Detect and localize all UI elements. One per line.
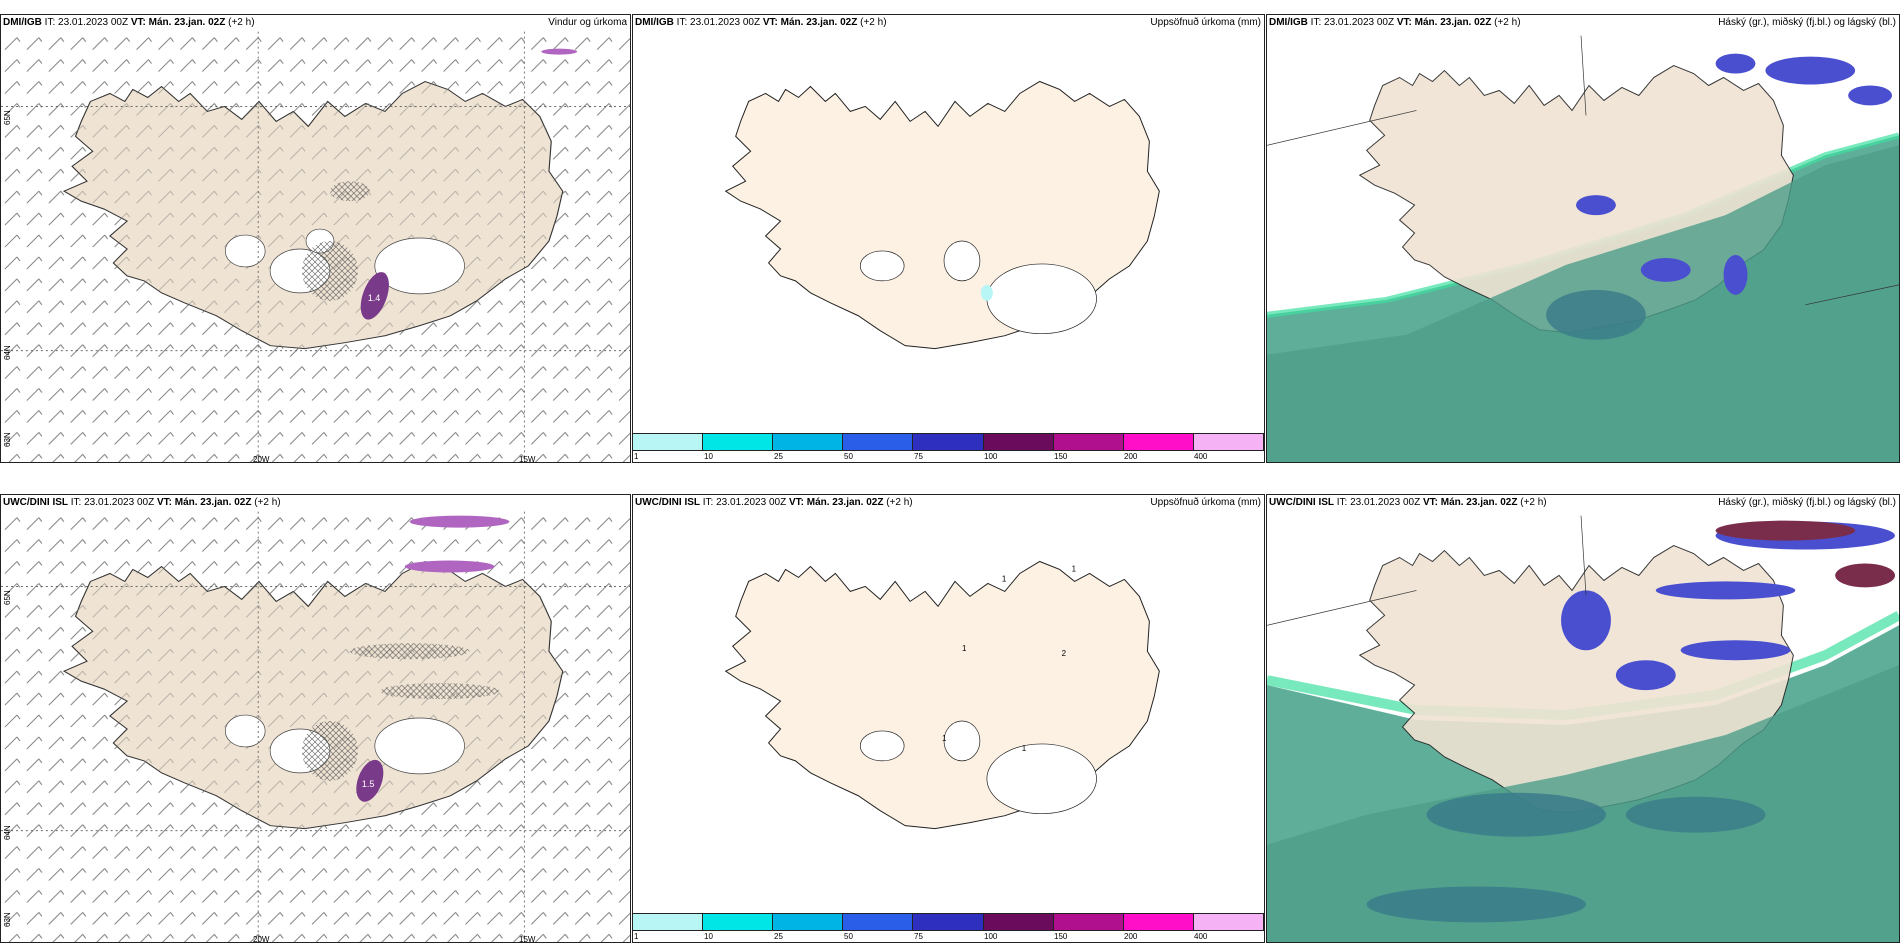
- valid-time: Mán. 23.jan. 02Z: [1440, 497, 1518, 508]
- colorbar-tick: 100: [984, 452, 998, 461]
- model-name: UWC/DINI ISL: [635, 497, 700, 508]
- colorbar-tick: 75: [914, 452, 923, 461]
- lat-label-65n: 65N: [3, 590, 12, 605]
- valid-time: Mán. 23.jan. 02Z: [174, 497, 252, 508]
- panel-uwc-accum-precip: UWC/DINI ISL IT: 23.01.2023 00Z VT: Mán.…: [632, 494, 1265, 943]
- colorbar-tick: 200: [1124, 452, 1138, 461]
- lead-time: (+2 h): [886, 497, 913, 508]
- lon-label-15w: 15W: [519, 935, 536, 943]
- it-label: IT:: [676, 17, 688, 28]
- precip-colorbar: [633, 433, 1264, 451]
- it-label: IT:: [702, 497, 714, 508]
- panel-title: Háský (gr.), miðský (fj.bl.) og lágský (…: [1718, 497, 1896, 508]
- max-precip-label: 1.4: [368, 293, 380, 303]
- panel-uwc-clouds: UWC/DINI ISL IT: 23.01.2023 00Z VT: Mán.…: [1266, 494, 1900, 943]
- valid-time: Mán. 23.jan. 02Z: [806, 497, 884, 508]
- lat-label-64n: 64N: [3, 345, 12, 360]
- it-label: IT:: [1310, 17, 1322, 28]
- panel-header: UWC/DINI ISL IT: 23.01.2023 00Z VT: Mán.…: [3, 497, 281, 508]
- vt-label: VT:: [762, 17, 778, 28]
- colorbar-tick: 10: [704, 932, 713, 941]
- colorbar-tick: 75: [914, 932, 923, 941]
- lat-label-63n: 63N: [3, 912, 12, 927]
- panel-header: DMI/IGB IT: 23.01.2023 00Z VT: Mán. 23.j…: [3, 17, 255, 28]
- it-label: IT:: [44, 17, 56, 28]
- model-name: DMI/IGB: [3, 17, 42, 28]
- colorbar-tick: 150: [1054, 932, 1068, 941]
- lead-time: (+2 h): [860, 17, 887, 28]
- lead-time: (+2 h): [254, 497, 281, 508]
- model-name: DMI/IGB: [1269, 17, 1308, 28]
- colorbar-tick: 25: [774, 452, 783, 461]
- colorbar-tick: 50: [844, 932, 853, 941]
- lead-time: (+2 h): [1494, 17, 1521, 28]
- lon-label-20w: 20W: [253, 935, 270, 943]
- panel-dmi-accum-precip: DMI/IGB IT: 23.01.2023 00Z VT: Mán. 23.j…: [632, 14, 1265, 463]
- lon-label-20w: 20W: [253, 455, 270, 463]
- wind-precip-map: 1.4: [1, 31, 630, 462]
- precip-value-label: 2: [1062, 649, 1067, 658]
- panel-dmi-clouds: DMI/IGB IT: 23.01.2023 00Z VT: Mán. 23.j…: [1266, 14, 1900, 463]
- accum-precip-map: 1 1 1 2 1 1: [725, 560, 1160, 830]
- colorbar-tick: 400: [1194, 932, 1208, 941]
- model-name: UWC/DINI ISL: [3, 497, 68, 508]
- panel-dmi-wind-precip: DMI/IGB IT: 23.01.2023 00Z VT: Mán. 23.j…: [0, 14, 631, 463]
- vt-label: VT:: [1396, 17, 1412, 28]
- colorbar-tick: 25: [774, 932, 783, 941]
- accum-precip-map: [725, 80, 1160, 350]
- precip-colorbar: [633, 913, 1264, 931]
- lead-time: (+2 h): [228, 17, 255, 28]
- it-label: IT:: [70, 497, 82, 508]
- it-label: IT:: [1336, 497, 1348, 508]
- vt-label: VT:: [130, 17, 146, 28]
- colorbar-tick: 200: [1124, 932, 1138, 941]
- colorbar-tick: 100: [984, 932, 998, 941]
- valid-time: Mán. 23.jan. 02Z: [148, 17, 226, 28]
- panel-title: Uppsöfnuð úrkoma (mm): [1150, 17, 1261, 28]
- panel-uwc-wind-precip: UWC/DINI ISL IT: 23.01.2023 00Z VT: Mán.…: [0, 494, 631, 943]
- vt-label: VT:: [788, 497, 804, 508]
- colorbar-tick: 1: [634, 452, 639, 461]
- panel-header: DMI/IGB IT: 23.01.2023 00Z VT: Mán. 23.j…: [1269, 17, 1521, 28]
- panel-header: DMI/IGB IT: 23.01.2023 00Z VT: Mán. 23.j…: [635, 17, 887, 28]
- precip-value-label: 1: [1022, 744, 1027, 753]
- precip-value-label: 1: [1072, 564, 1077, 573]
- init-time: 23.01.2023 00Z: [58, 17, 129, 28]
- init-time: 23.01.2023 00Z: [716, 497, 787, 508]
- panel-header: UWC/DINI ISL IT: 23.01.2023 00Z VT: Mán.…: [635, 497, 913, 508]
- precip-value-label: 1: [962, 644, 967, 653]
- colorbar-tick: 400: [1194, 452, 1208, 461]
- lat-label-63n: 63N: [3, 432, 12, 447]
- max-precip-label: 1.5: [362, 779, 374, 789]
- vt-label: VT:: [156, 497, 172, 508]
- precip-value-label: 1: [1002, 574, 1007, 583]
- model-name: UWC/DINI ISL: [1269, 497, 1334, 508]
- vt-label: VT:: [1422, 497, 1438, 508]
- lead-time: (+2 h): [1520, 497, 1547, 508]
- init-time: 23.01.2023 00Z: [84, 497, 155, 508]
- lat-label-65n: 65N: [3, 110, 12, 125]
- colorbar-tick: 1: [634, 932, 639, 941]
- colorbar-tick: 50: [844, 452, 853, 461]
- valid-time: Mán. 23.jan. 02Z: [1414, 17, 1492, 28]
- panel-title: Uppsöfnuð úrkoma (mm): [1150, 497, 1261, 508]
- colorbar-tick: 150: [1054, 452, 1068, 461]
- precip-value-label: 1: [942, 734, 947, 743]
- init-time: 23.01.2023 00Z: [1324, 17, 1395, 28]
- colorbar-tick: 10: [704, 452, 713, 461]
- clouds-map: [1267, 495, 1899, 942]
- init-time: 23.01.2023 00Z: [1350, 497, 1421, 508]
- panel-title: Háský (gr.), miðský (fj.bl.) og lágský (…: [1718, 17, 1896, 28]
- lat-label-64n: 64N: [3, 825, 12, 840]
- clouds-map: [1267, 15, 1899, 462]
- panel-header: UWC/DINI ISL IT: 23.01.2023 00Z VT: Mán.…: [1269, 497, 1547, 508]
- wind-precip-map: 1.5: [1, 511, 630, 942]
- init-time: 23.01.2023 00Z: [690, 17, 761, 28]
- panel-title: Vindur og úrkoma: [548, 17, 627, 28]
- lon-label-15w: 15W: [519, 455, 536, 463]
- model-name: DMI/IGB: [635, 17, 674, 28]
- colorbar-ticks: 1 10 25 50 75 100 150 200 400: [633, 452, 1264, 462]
- valid-time: Mán. 23.jan. 02Z: [780, 17, 858, 28]
- colorbar-ticks: 1 10 25 50 75 100 150 200 400: [633, 932, 1264, 942]
